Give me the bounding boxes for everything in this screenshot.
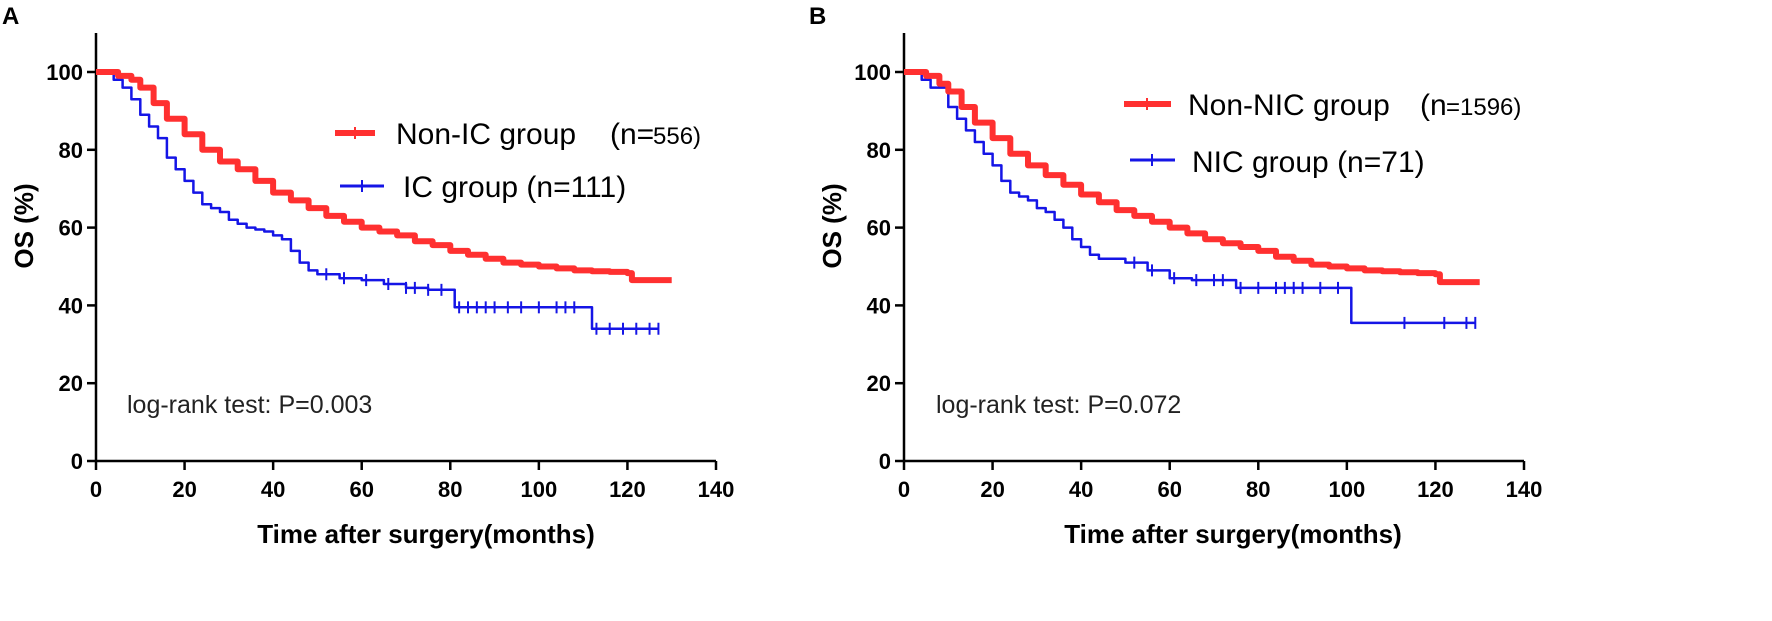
panel-a-curves	[96, 69, 672, 335]
panel-a-curve-non-ic-group	[96, 69, 672, 284]
panel-b-y-ticks: 0 20 40 60 80 100	[854, 60, 904, 474]
panel-b-x-tick-label-20: 20	[980, 477, 1004, 502]
panel-a: A 0 20 40 60 80 100 0 20 40 60 80 100 120 140 OS (%)…	[2, 3, 734, 549]
panel-b-legend-label-non-nic: Non-NIC group	[1188, 89, 1390, 122]
panel-b-x-ticks: 0 20 40 60 80 100 120 140	[898, 461, 1542, 502]
panel-b: B 0 20 40 60 80 100 0 20 40 60 80 100 120 140 OS (%)…	[809, 3, 1542, 549]
panel-a-x-tick-label-140: 140	[698, 477, 735, 502]
panel-b-y-axis-title: OS (%)	[817, 183, 847, 268]
panel-b-x-tick-label-100: 100	[1328, 477, 1365, 502]
panel-a-x-tick-label-60: 60	[349, 477, 373, 502]
panel-a-x-tick-label-120: 120	[609, 477, 646, 502]
panel-b-legend-label-nic: NIC group (n=71)	[1192, 146, 1425, 179]
panel-b-legend-n-prefix-non-nic: (n	[1420, 89, 1447, 122]
panel-a-legend: Non-IC group (n= 556) IC group (n=111)	[335, 118, 701, 204]
panel-a-legend-label-ic: IC group (n=111)	[403, 171, 626, 204]
panel-b-y-tick-label-100: 100	[854, 60, 891, 85]
panel-b-y-tick-label-0: 0	[879, 449, 891, 474]
panel-a-x-tick-label-80: 80	[438, 477, 462, 502]
panel-a-x-tick-label-100: 100	[520, 477, 557, 502]
panel-a-x-ticks: 0 20 40 60 80 100 120 140	[90, 461, 734, 502]
panel-b-y-tick-label-80: 80	[867, 138, 891, 163]
panel-a-x-tick-label-0: 0	[90, 477, 102, 502]
panel-b-x-tick-label-40: 40	[1069, 477, 1093, 502]
panel-b-legend-n-value-non-nic: =1596)	[1446, 94, 1521, 121]
panel-a-y-tick-label-20: 20	[59, 371, 83, 396]
panel-a-y-ticks: 0 20 40 60 80 100	[46, 60, 96, 474]
panel-b-x-tick-label-120: 120	[1417, 477, 1454, 502]
panel-b-x-axis-title: Time after surgery(months)	[1064, 519, 1402, 549]
panel-a-y-tick-label-60: 60	[59, 216, 83, 241]
panel-a-curve-ic-group	[96, 70, 659, 330]
panel-a-x-tick-label-20: 20	[172, 477, 196, 502]
panel-a-label: A	[2, 3, 19, 30]
panel-a-y-tick-label-0: 0	[71, 449, 83, 474]
panel-b-x-tick-label-140: 140	[1506, 477, 1543, 502]
panel-b-legend: Non-NIC group (n =1596) NIC group (n=71)	[1124, 89, 1521, 179]
panel-a-y-axis-title: OS (%)	[9, 183, 39, 268]
panel-b-curves	[904, 69, 1480, 329]
panel-a-y-tick-label-80: 80	[59, 138, 83, 163]
panel-a-legend-n-prefix-non-ic: (n=	[610, 118, 654, 151]
panel-b-y-tick-label-40: 40	[867, 293, 891, 318]
panel-b-curve-non-nic-group	[904, 69, 1480, 286]
panel-b-logrank-annotation: log-rank test: P=0.072	[936, 391, 1181, 419]
panel-a-x-tick-label-40: 40	[261, 477, 285, 502]
panel-b-y-tick-label-60: 60	[867, 216, 891, 241]
panel-b-y-tick-label-20: 20	[867, 371, 891, 396]
panel-b-x-tick-label-60: 60	[1157, 477, 1181, 502]
panel-b-curve-nic-group	[904, 70, 1476, 325]
panel-b-x-tick-label-0: 0	[898, 477, 910, 502]
panel-a-logrank-annotation: log-rank test: P=0.003	[127, 391, 372, 419]
panel-a-y-tick-label-40: 40	[59, 293, 83, 318]
panel-a-legend-label-non-ic: Non-IC group	[396, 118, 576, 151]
panel-b-label: B	[809, 3, 826, 30]
panel-b-x-tick-label-80: 80	[1246, 477, 1270, 502]
panel-a-legend-n-value-non-ic: 556)	[653, 123, 701, 150]
panel-a-x-axis-title: Time after surgery(months)	[257, 519, 595, 549]
panel-a-y-tick-label-100: 100	[46, 60, 83, 85]
